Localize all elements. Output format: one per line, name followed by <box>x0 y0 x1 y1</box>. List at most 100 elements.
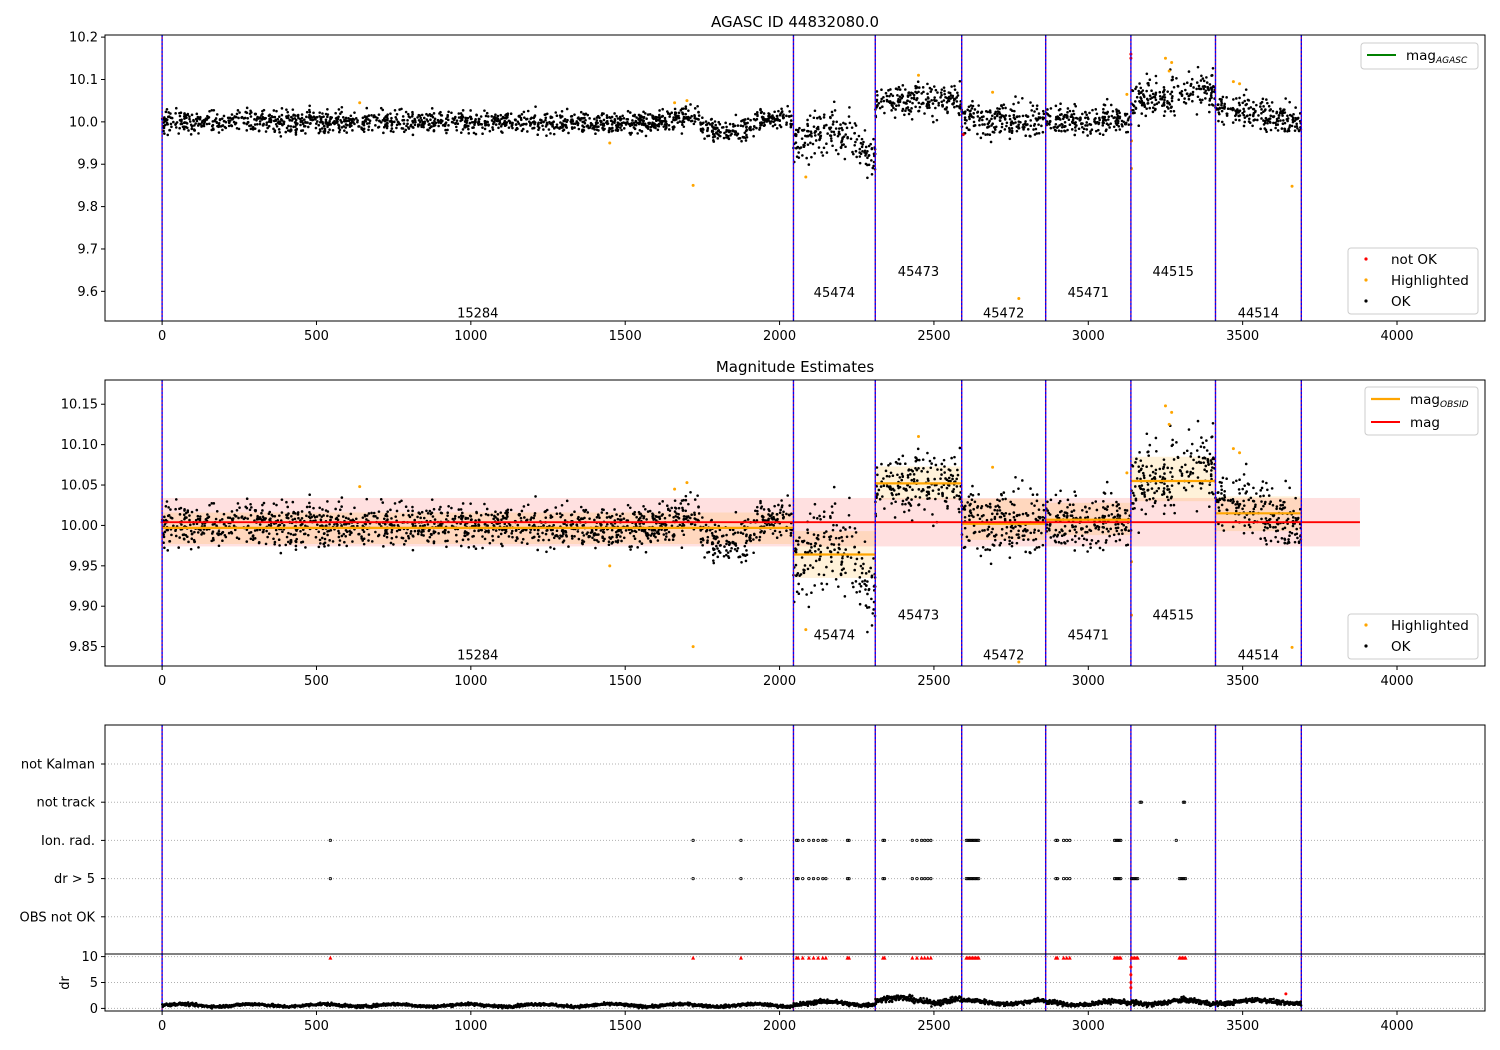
p2-ok-point-1889 <box>910 519 914 522</box>
p2-ok-point-767 <box>211 530 215 534</box>
p1-ok-point-1266 <box>692 122 696 126</box>
p2-ok-point-1874 <box>917 488 921 491</box>
p1-ok-point-2311 <box>1059 102 1062 105</box>
p2-ok-point-1945 <box>1010 544 1014 548</box>
p1-ok-point-167 <box>264 130 268 133</box>
agasc-magnitude-panel: AGASC ID 44832080.0 15284454744547345472… <box>69 13 1486 344</box>
p2-ok-point-852 <box>364 522 368 526</box>
p2-ok-point-1194 <box>166 549 170 552</box>
p2-ok-point-2029 <box>992 534 996 538</box>
p1-ok-point-1979 <box>1015 125 1019 128</box>
p1-ok-point-2679 <box>1241 111 1244 115</box>
p1-ok-point-811 <box>258 122 262 126</box>
p1-ok-point-932 <box>311 118 314 122</box>
p1-ok-point-693 <box>392 130 395 134</box>
p1-ok-point-1094 <box>386 122 389 125</box>
p1-highlighted-point-17 <box>1290 184 1294 188</box>
p2-ok-point-1135 <box>345 544 349 548</box>
p1-ok-point-756 <box>186 112 190 116</box>
p2-ok-point-1490 <box>761 514 764 518</box>
p2-ok-point-1738 <box>901 502 904 506</box>
p1-ok-point-1200 <box>619 126 622 129</box>
p2-ok-point-1535 <box>858 602 862 606</box>
p1-ok-point-955 <box>654 126 657 130</box>
p1-ok-point-1074 <box>637 113 641 117</box>
p2-ok-point-406 <box>663 516 667 520</box>
p1-ok-point-93 <box>404 110 408 114</box>
p2-ok-point-1215 <box>263 518 266 521</box>
p1-ok-point-1753 <box>877 101 881 105</box>
p2-ok-point-1090 <box>651 514 654 518</box>
p2-ok-point-584 <box>559 534 562 537</box>
p1-ok-point-2692 <box>1280 127 1284 130</box>
p1-ok-point-606 <box>633 127 637 131</box>
p2-ok-point-1465 <box>778 530 782 534</box>
p2-ok-point-1855 <box>941 491 944 495</box>
p1-ok-point-2427 <box>1145 107 1148 110</box>
p1-ok-point-2720 <box>1251 124 1254 128</box>
p1-ok-point-559 <box>485 111 489 115</box>
p1-ok-point-194 <box>265 123 268 127</box>
panel1-observation-boundaries <box>161 35 1303 321</box>
p1-ok-point-2656 <box>1281 114 1284 117</box>
p2-ok-point-2006 <box>967 514 971 518</box>
p1-ok-point-1950 <box>1002 103 1006 106</box>
p1-ok-point-1674 <box>842 121 845 125</box>
p2-ok-point-821 <box>447 504 450 508</box>
p1-ok-point-2329 <box>1185 81 1189 84</box>
p2-ok-point-1899 <box>940 462 944 466</box>
p2-ok-point-1111 <box>441 530 445 534</box>
p2-ok-point-1033 <box>224 535 228 539</box>
p2-ok-point-893 <box>477 529 480 533</box>
p2-ok-point-2136 <box>1073 549 1077 552</box>
p2-ok-point-1077 <box>297 516 300 520</box>
p1-ok-point-2299 <box>1067 118 1071 122</box>
p1-ok-point-2386 <box>1142 94 1146 98</box>
p2-ok-point-244 <box>605 511 609 515</box>
p1-ok-point-2250 <box>1112 116 1115 120</box>
p2-ok-point-816 <box>567 545 570 548</box>
p2-ok-point-1720 <box>897 458 901 461</box>
p2-ok-point-1416 <box>748 534 752 537</box>
p1-ok-point-2476 <box>1175 76 1178 80</box>
p1-ok-point-2419 <box>1173 114 1176 117</box>
p1-ok-point-2318 <box>1102 103 1106 106</box>
p2-ok-point-595 <box>658 515 661 519</box>
p2-ok-point-54 <box>481 535 484 538</box>
p1-ok-point-1801 <box>946 111 949 115</box>
p1-ok-point-1677 <box>862 140 865 144</box>
p2-ok-point-1870 <box>937 488 941 491</box>
p2-ok-point-117 <box>668 514 671 517</box>
p2-ok-point-1681 <box>830 560 833 564</box>
p1-ok-point-1406 <box>741 124 745 128</box>
p2-ok-point-871 <box>299 519 302 522</box>
p1-ok-point-719 <box>437 124 440 128</box>
p2-ok-point-1780 <box>958 510 961 514</box>
p1-ok-point-578 <box>492 117 495 120</box>
p1-ok-point-635 <box>242 121 246 125</box>
p1-ok-point-1818 <box>885 98 889 102</box>
p2-ok-point-263 <box>646 537 650 540</box>
p2-ok-point-162 <box>593 518 596 522</box>
p2-ok-point-1593 <box>820 582 823 585</box>
p2-ok-point-2116 <box>1010 536 1014 540</box>
p1-ok-point-2586 <box>1248 113 1252 117</box>
p1-ok-point-2505 <box>1170 105 1173 109</box>
p1-ok-point-1592 <box>809 130 813 133</box>
p1-ok-point-855 <box>182 127 186 131</box>
p2-ok-point-339 <box>414 524 417 528</box>
p2-ok-point-1608 <box>819 517 822 521</box>
p2-ok-point-700 <box>190 532 194 535</box>
p1-highlighted-point-2 <box>673 101 677 105</box>
p2-ok-point-450 <box>560 503 564 507</box>
p1-ok-point-576 <box>248 124 251 128</box>
p2-ok-point-1793 <box>880 480 883 483</box>
p1-ok-point-2162 <box>1056 117 1060 121</box>
p2-ok-point-1378 <box>710 531 714 535</box>
p1-ok-point-1139 <box>319 118 323 122</box>
panel1-legend-lower-box <box>1347 247 1479 315</box>
p2-ok-point-1603 <box>813 502 817 506</box>
p1-ok-point-2623 <box>1276 123 1280 126</box>
p2-ok-point-2118 <box>1032 531 1036 534</box>
p2-ok-point-1165 <box>607 543 611 547</box>
